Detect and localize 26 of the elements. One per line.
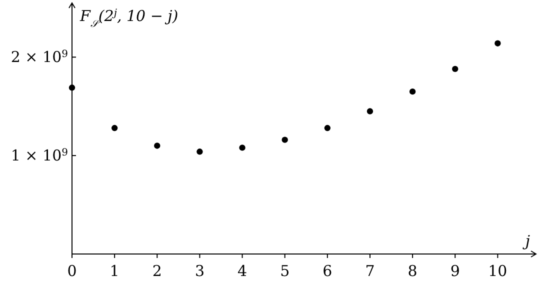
x-tick-label: 0: [67, 262, 77, 280]
point: [452, 66, 458, 72]
point: [196, 148, 203, 155]
point: [494, 40, 501, 46]
x-tick-label: 8: [408, 262, 418, 280]
point: [154, 142, 160, 149]
point: [409, 88, 416, 95]
x-tick-label: 3: [194, 262, 204, 280]
point: [366, 108, 374, 114]
point: [324, 124, 331, 132]
x-axis-title: j: [522, 232, 530, 250]
x-tick-label: 2: [152, 262, 162, 280]
point: [111, 124, 118, 132]
x-tick-label: 6: [322, 262, 332, 280]
point: [68, 84, 76, 91]
x-tick-label: 10: [488, 262, 508, 280]
y-axis-title: F$_{𝒮}$(2$^{j}$, 10 − j): [79, 7, 178, 30]
point: [239, 144, 246, 151]
y-tick-label: 1 × 10$^{9}$: [10, 146, 68, 164]
x-tick-label: 5: [280, 262, 290, 280]
point: [282, 136, 288, 143]
x-tick-label: 4: [238, 262, 248, 280]
x-tick-label: 1: [110, 262, 120, 280]
y-tick-label: 2 × 10$^{9}$: [10, 48, 68, 66]
x-tick-label: 9: [450, 262, 460, 280]
x-tick-label: 7: [365, 262, 375, 280]
